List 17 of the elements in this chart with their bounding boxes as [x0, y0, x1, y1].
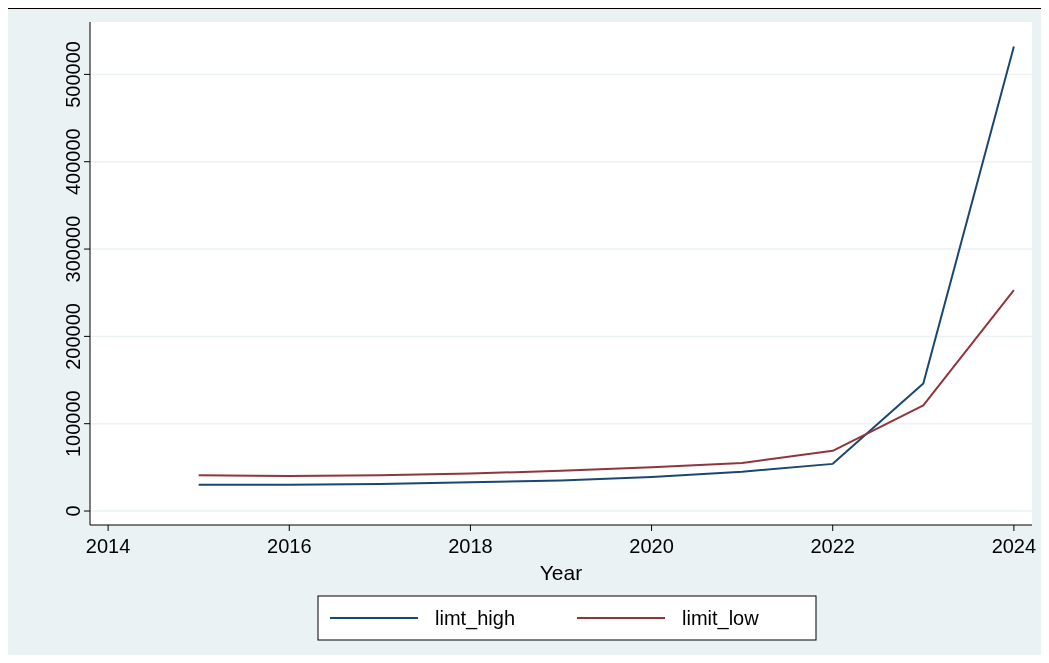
x-tick-label: 2014	[85, 535, 131, 557]
x-tick-label: 2024	[991, 535, 1037, 557]
x-tick-label: 2018	[448, 535, 493, 557]
line-series	[197, 289, 1015, 478]
y-tick-label: 500000	[62, 41, 84, 108]
x-tick-label: 2020	[629, 535, 674, 557]
y-tick-label: 100000	[62, 390, 84, 458]
legend-label: limt_high	[435, 607, 516, 630]
x-tick-label: 2022	[810, 535, 855, 557]
y-tick-label: 400000	[62, 128, 84, 196]
x-axis-title: Year	[539, 561, 583, 584]
y-tick-label: 0	[62, 505, 84, 517]
legend-label: limit_low	[682, 607, 760, 630]
x-tick-label: 2016	[267, 535, 312, 557]
line-series	[197, 45, 1015, 486]
y-tick-label: 300000	[62, 215, 84, 283]
y-tick-label: 200000	[62, 303, 84, 370]
